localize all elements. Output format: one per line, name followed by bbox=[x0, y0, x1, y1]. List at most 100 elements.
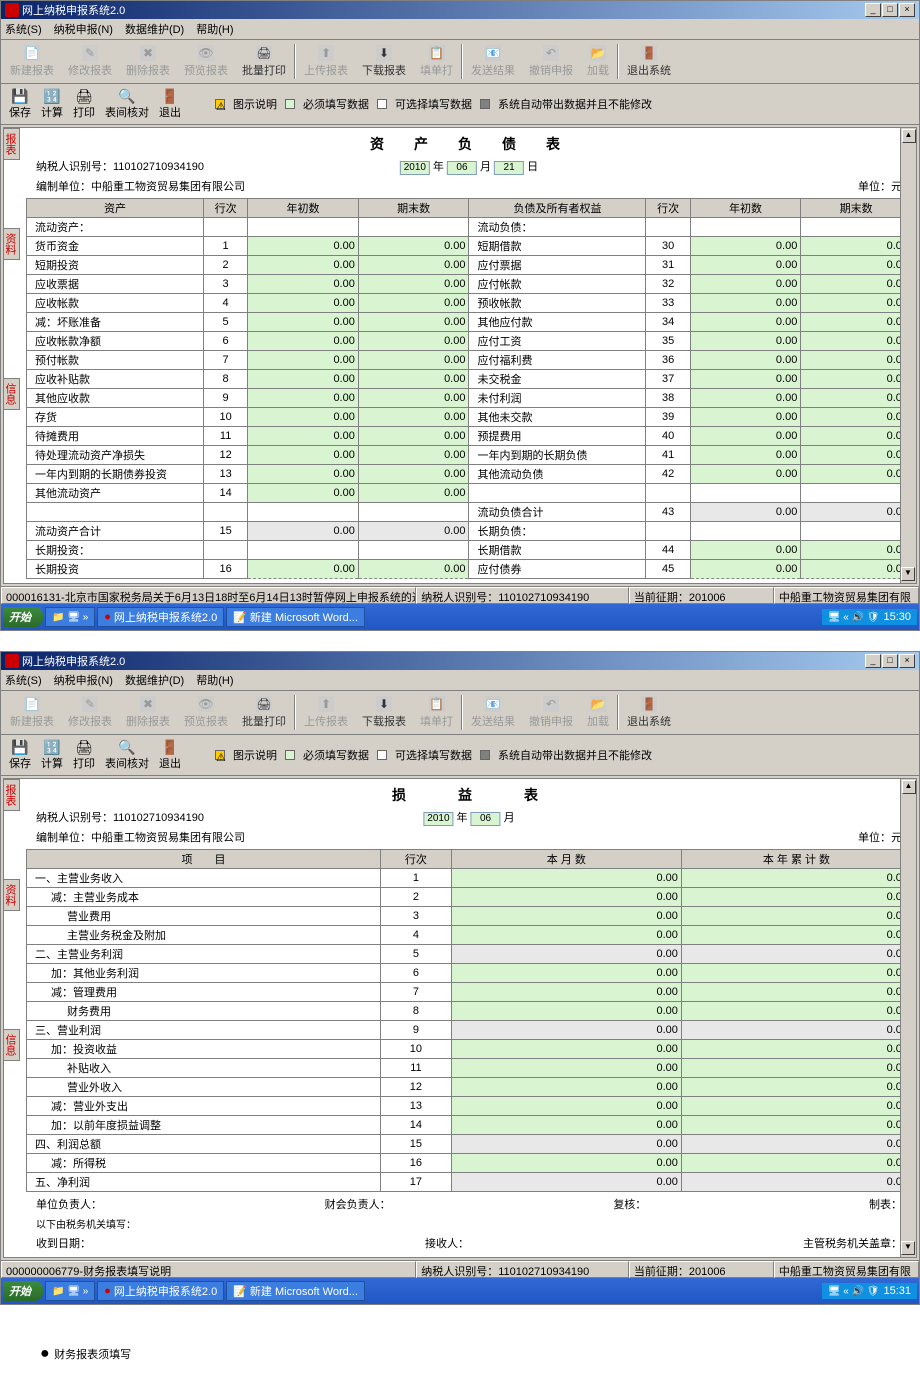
save-button[interactable]: 💾保存 bbox=[5, 738, 35, 772]
income-table: 项 目 行次 本 月 数 本 年 累 计 数 一、主营业务收入10.000.00… bbox=[26, 849, 912, 1192]
menu-system[interactable]: 系统(S) bbox=[5, 672, 42, 688]
exit-button[interactable]: 🚪退出系统 bbox=[620, 693, 678, 732]
scroll-down[interactable]: ▼ bbox=[901, 1241, 915, 1255]
print-button[interactable]: 🖨打印 bbox=[69, 87, 99, 121]
batch-print-button[interactable]: 🖨批量打印 bbox=[235, 693, 293, 732]
exit2-button[interactable]: 🚪退出 bbox=[155, 87, 185, 121]
scroll-up[interactable]: ▲ bbox=[902, 129, 916, 143]
menu-data[interactable]: 数据维护(D) bbox=[125, 672, 184, 688]
table-row: 一、主营业务收入10.000.00 bbox=[27, 869, 912, 888]
calc-button[interactable]: 🔢计算 bbox=[37, 738, 67, 772]
task-app2[interactable]: 📝新建 Microsoft Word... bbox=[226, 1281, 365, 1301]
task-app1[interactable]: ●网上纳税申报系统2.0 bbox=[97, 607, 224, 627]
vscrollbar[interactable]: ▲ ▼ bbox=[900, 128, 916, 583]
maximize-button[interactable]: □ bbox=[882, 654, 898, 668]
statusbar: 000000006779-财务报表填写说明 纳税人识别号：11010271093… bbox=[1, 1260, 919, 1278]
quicklaunch[interactable]: 📁 🖥 » bbox=[45, 1281, 95, 1301]
cancel-button: ↶撤销申报 bbox=[522, 693, 580, 732]
query-button[interactable]: 🔍表间核对 bbox=[101, 738, 153, 772]
menu-help[interactable]: 帮助(H) bbox=[196, 672, 233, 688]
auto-swatch bbox=[480, 750, 490, 760]
table-row: 减：营业外支出130.000.00 bbox=[27, 1097, 912, 1116]
titlebar: 网上纳税申报系统2.0 _ □ × bbox=[1, 652, 919, 670]
signature-row: 单位负责人： 财会负责人： 复核： 制表： bbox=[26, 1194, 912, 1214]
date-row: 年 月 日 bbox=[400, 158, 538, 175]
optional-swatch bbox=[377, 750, 387, 760]
table-row: 其他应收款90.000.00未付利润380.000.00 bbox=[27, 389, 912, 408]
titlebar: 网上纳税申报系统2.0 _ □ × bbox=[1, 1, 919, 19]
new-report-button: 📄新建报表 bbox=[3, 42, 61, 81]
exit2-button[interactable]: 🚪退出 bbox=[155, 738, 185, 772]
legend: ⚠图示说明 必须填写数据 可选择填写数据 系统自动带出数据并且不能修改 bbox=[207, 744, 660, 766]
task-app2[interactable]: 📝新建 Microsoft Word... bbox=[226, 607, 365, 627]
download-button[interactable]: ⬇下载报表 bbox=[355, 42, 413, 81]
print-button[interactable]: 🖨打印 bbox=[69, 738, 99, 772]
sidetab-material[interactable]: 资料 bbox=[4, 228, 20, 260]
batch-print-button[interactable]: 🖨批量打印 bbox=[235, 42, 293, 81]
maximize-button[interactable]: □ bbox=[882, 3, 898, 17]
system-tray[interactable]: 🖥 « 🔊 🛡 15:31 bbox=[822, 1283, 917, 1299]
taskbar: 开始 📁 🖥 » ●网上纳税申报系统2.0 📝新建 Microsoft Word… bbox=[1, 1278, 919, 1304]
table-row: 营业外收入120.000.00 bbox=[27, 1078, 912, 1097]
menu-help[interactable]: 帮助(H) bbox=[196, 21, 233, 37]
system-tray[interactable]: 🖥 « 🔊 🛡 15:30 bbox=[822, 609, 917, 625]
app-window-1: 网上纳税申报系统2.0 _ □ × 系统(S) 纳税申报(N) 数据维护(D) … bbox=[0, 0, 920, 631]
warn-icon: ⚠ bbox=[215, 750, 225, 760]
table-row: 应收票据30.000.00应付帐款320.000.00 bbox=[27, 275, 912, 294]
exit-button[interactable]: 🚪退出系统 bbox=[620, 42, 678, 81]
scroll-up[interactable]: ▲ bbox=[902, 780, 916, 794]
vscrollbar[interactable]: ▲ ▼ bbox=[900, 779, 916, 1257]
table-row: 短期投资20.000.00应付票据310.000.00 bbox=[27, 256, 912, 275]
minimize-button[interactable]: _ bbox=[865, 654, 881, 668]
query-button[interactable]: 🔍表间核对 bbox=[101, 87, 153, 121]
menu-system[interactable]: 系统(S) bbox=[5, 21, 42, 37]
modify-report-button: ✎修改报表 bbox=[61, 42, 119, 81]
menubar: 系统(S) 纳税申报(N) 数据维护(D) 帮助(H) bbox=[1, 19, 919, 40]
close-button[interactable]: × bbox=[899, 654, 915, 668]
table-row: 营业费用30.000.00 bbox=[27, 907, 912, 926]
menu-declare[interactable]: 纳税申报(N) bbox=[54, 672, 113, 688]
close-button[interactable]: × bbox=[899, 3, 915, 17]
start-button[interactable]: 开始 bbox=[3, 1281, 43, 1301]
sub-toolbar: 💾保存 🔢计算 🖨打印 🔍表间核对 🚪退出 ⚠图示说明 必须填写数据 可选择填写… bbox=[1, 735, 919, 776]
download-button[interactable]: ⬇下载报表 bbox=[355, 693, 413, 732]
preview-report-button: 👁预览报表 bbox=[177, 693, 235, 732]
taskbar: 开始 📁 🖥 » ●网上纳税申报系统2.0 📝新建 Microsoft Word… bbox=[1, 604, 919, 630]
table-row: 应收帐款净额60.000.00应付工资350.000.00 bbox=[27, 332, 912, 351]
bullet-note: ● 财务报表须填写 bbox=[0, 1325, 920, 1383]
year-input[interactable] bbox=[423, 812, 453, 826]
sidetab-info[interactable]: 信息 bbox=[4, 378, 20, 410]
unit-label: 单位：元 bbox=[858, 178, 902, 194]
calc-button[interactable]: 🔢计算 bbox=[37, 87, 67, 121]
quicklaunch[interactable]: 📁 🖥 » bbox=[45, 607, 95, 627]
save-button[interactable]: 💾保存 bbox=[5, 87, 35, 121]
day-input[interactable] bbox=[494, 161, 524, 175]
table-row: 长期投资：长期借款440.000.00 bbox=[27, 541, 912, 560]
preview-report-button: 👁预览报表 bbox=[177, 42, 235, 81]
auto-swatch bbox=[480, 99, 490, 109]
sidetab-report[interactable]: 报表 bbox=[4, 128, 20, 160]
menu-data[interactable]: 数据维护(D) bbox=[125, 21, 184, 37]
year-input[interactable] bbox=[400, 161, 430, 175]
month-input[interactable] bbox=[471, 812, 501, 826]
sidetab-report[interactable]: 报表 bbox=[4, 779, 20, 811]
menu-declare[interactable]: 纳税申报(N) bbox=[54, 21, 113, 37]
required-swatch bbox=[285, 750, 295, 760]
load-button: 📂加载 bbox=[580, 42, 616, 81]
app-window-2: 网上纳税申报系统2.0 _ □ × 系统(S) 纳税申报(N) 数据维护(D) … bbox=[0, 651, 920, 1305]
table-row: 加：以前年度损益调整140.000.00 bbox=[27, 1116, 912, 1135]
table-row: 待摊费用110.000.00预提费用400.000.00 bbox=[27, 427, 912, 446]
start-button[interactable]: 开始 bbox=[3, 607, 43, 627]
content-area: 报表 资料 信息 损 益 表 纳税人识别号：110102710934190 年 … bbox=[3, 778, 917, 1258]
balance-sheet-table: 资产 行次 年初数 期末数 负债及所有者权益 行次 年初数 期末数 流动资产：流… bbox=[26, 198, 912, 579]
task-app1[interactable]: ●网上纳税申报系统2.0 bbox=[97, 1281, 224, 1301]
sidetab-info[interactable]: 信息 bbox=[4, 1029, 20, 1061]
scroll-down[interactable]: ▼ bbox=[901, 567, 915, 581]
warn-icon: ⚠ bbox=[215, 99, 225, 109]
sidetab-material[interactable]: 资料 bbox=[4, 879, 20, 911]
month-input[interactable] bbox=[447, 161, 477, 175]
app-title: 网上纳税申报系统2.0 bbox=[22, 2, 125, 18]
table-row: 二、主营业务利润50.000.00 bbox=[27, 945, 912, 964]
menubar: 系统(S) 纳税申报(N) 数据维护(D) 帮助(H) bbox=[1, 670, 919, 691]
minimize-button[interactable]: _ bbox=[865, 3, 881, 17]
